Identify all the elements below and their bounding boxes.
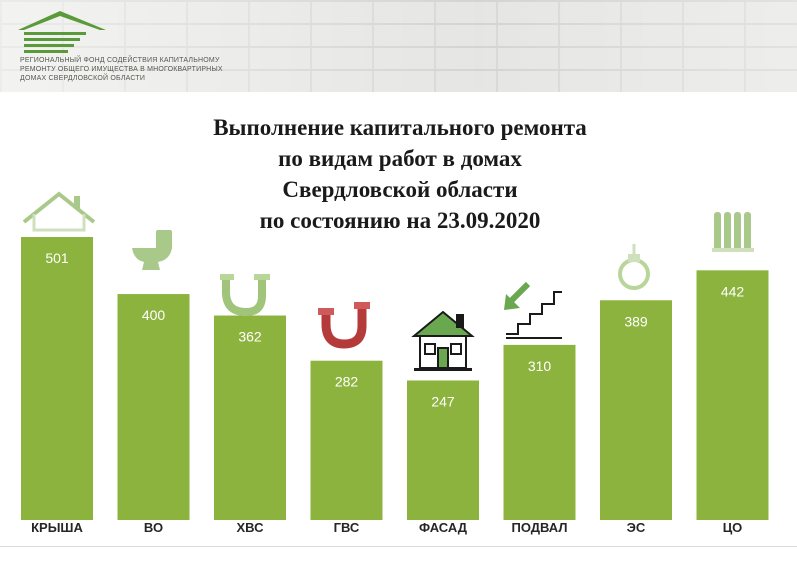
org-name-line: Региональный фонд содействия капитальном… xyxy=(20,57,220,64)
basement-stairs-icon xyxy=(504,281,562,339)
chart-title-line: Выполнение капитального ремонта xyxy=(213,115,587,140)
category-label: ПОДВАЛ xyxy=(512,520,568,535)
bar-1 xyxy=(21,237,93,520)
baseline xyxy=(0,546,797,547)
org-name-line: ремонту общего имущества в многоквартирн… xyxy=(20,66,223,73)
bar-value-label: 310 xyxy=(528,358,552,374)
bar-4 xyxy=(310,360,383,520)
bar-value-label: 247 xyxy=(431,393,455,409)
house-facade-icon xyxy=(411,310,475,371)
bar-value-label: 362 xyxy=(238,329,262,345)
radiator-icon xyxy=(712,212,754,252)
cold-water-pipe-icon xyxy=(220,274,270,317)
bar-7 xyxy=(600,300,672,520)
category-label: ЭС xyxy=(627,520,646,535)
header-banner: Региональный фонд содействия капитальном… xyxy=(0,0,797,92)
bar-value-label: 442 xyxy=(721,283,745,299)
toilet-icon xyxy=(132,230,172,270)
bar-value-label: 282 xyxy=(335,374,359,390)
bar-6 xyxy=(503,344,576,520)
chart-title-line: Свердловской области xyxy=(282,177,518,202)
hot-water-pipe-icon xyxy=(318,302,370,349)
bar-5 xyxy=(407,380,479,520)
category-label: ВО xyxy=(144,520,163,535)
bar-3 xyxy=(214,315,286,520)
category-label: ФАСАД xyxy=(419,520,468,535)
roof-icon xyxy=(22,191,96,232)
category-label: ГВС xyxy=(334,520,360,535)
bar-8 xyxy=(696,270,769,520)
light-bulb-icon xyxy=(618,244,650,290)
category-label: ЦО xyxy=(723,520,743,535)
fund-logo-icon xyxy=(18,11,106,53)
bar-value-label: 400 xyxy=(142,307,166,323)
org-name-line: домах Свердловской области xyxy=(20,75,146,82)
bar-value-label: 501 xyxy=(45,250,69,266)
category-label: КРЫША xyxy=(31,520,83,535)
bar-2 xyxy=(117,294,190,520)
org-name: Региональный фонд содействия капитальном… xyxy=(20,56,223,83)
bar-value-label: 389 xyxy=(624,313,648,329)
chart-title: Выполнение капитального ремонта по видам… xyxy=(150,112,650,236)
chart-title-line: по видам работ в домах xyxy=(278,146,522,171)
chart-title-line: по состоянию на 23.09.2020 xyxy=(259,208,541,233)
category-label: ХВС xyxy=(237,520,265,535)
